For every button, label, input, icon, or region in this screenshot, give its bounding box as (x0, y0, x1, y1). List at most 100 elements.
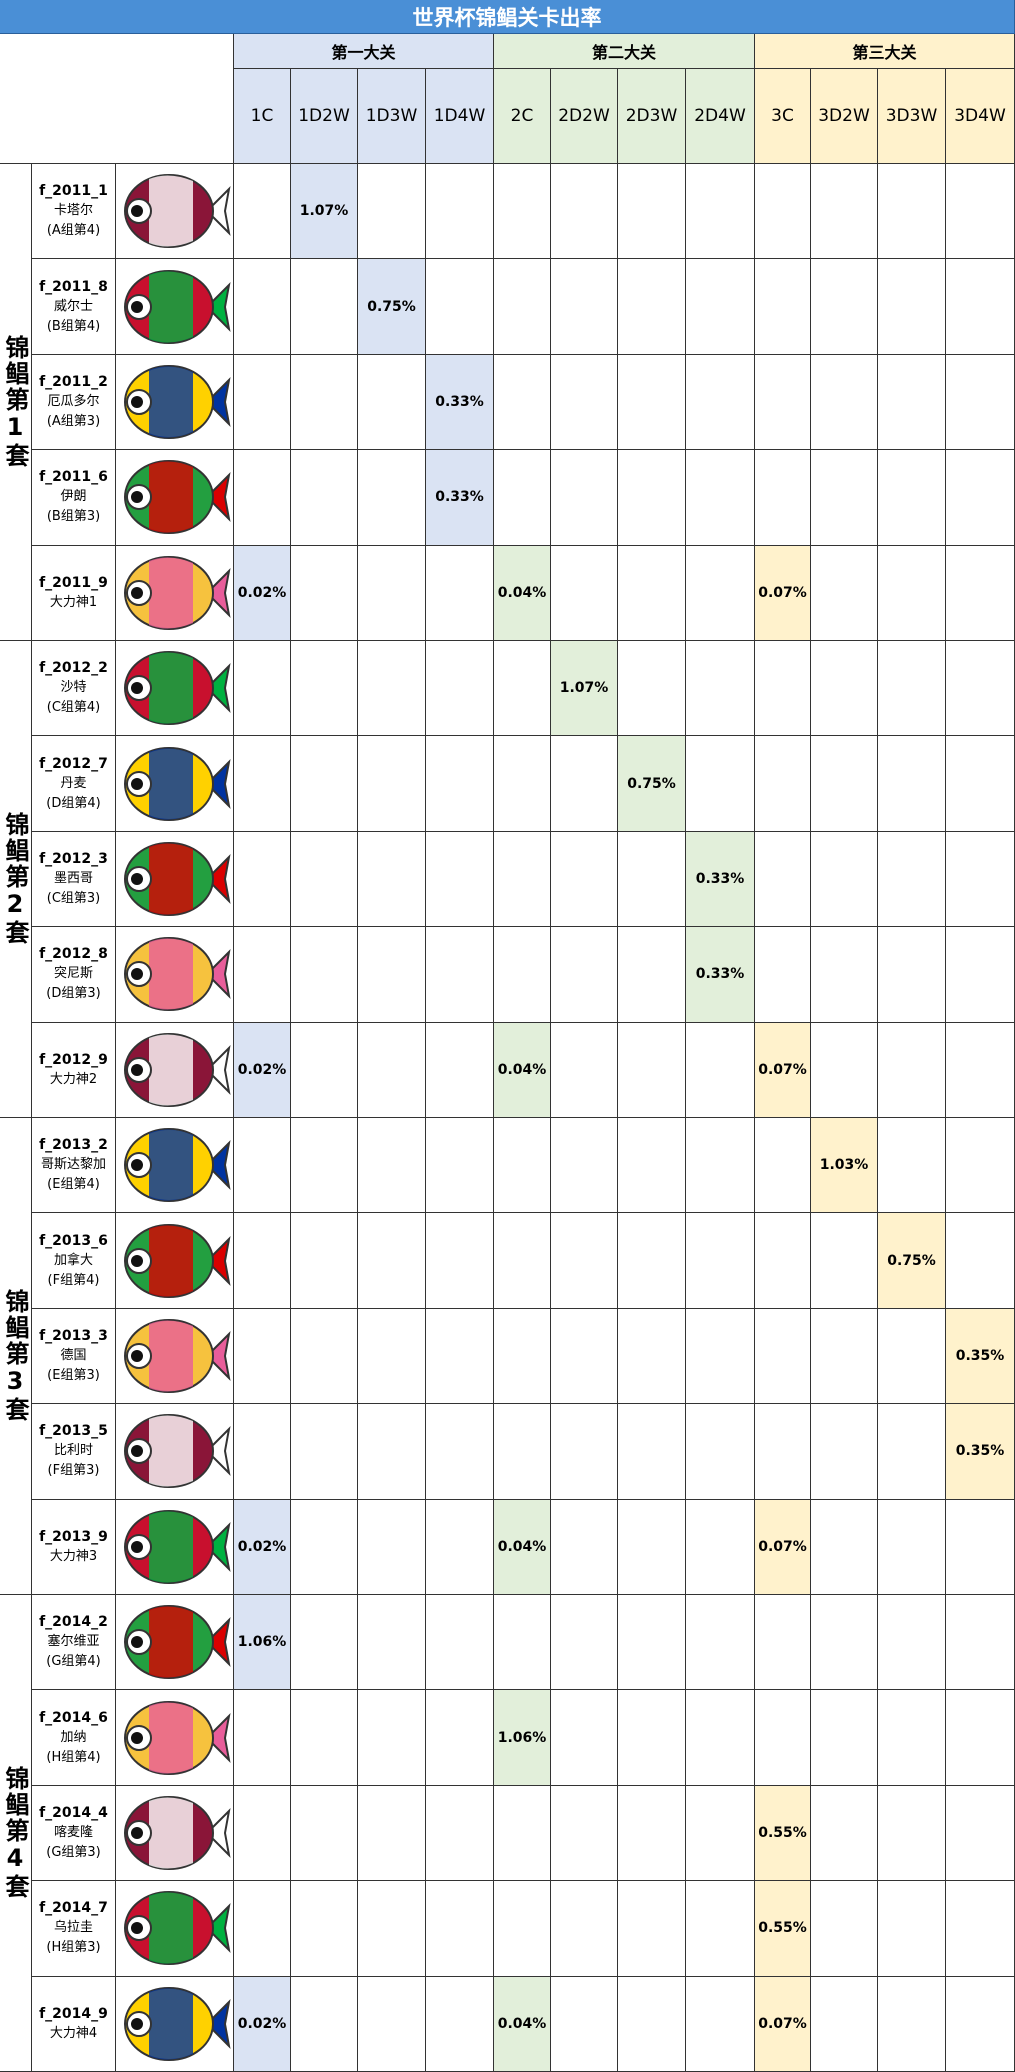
fish-id: f_2014_2 (39, 1614, 108, 1631)
empty-cell (811, 1690, 878, 1786)
empty-cell (358, 164, 426, 260)
empty-cell (878, 545, 946, 641)
empty-cell (878, 1785, 946, 1882)
empty-cell (358, 354, 426, 451)
empty-cell (494, 354, 551, 451)
empty-cell (618, 1118, 686, 1214)
empty-cell (494, 927, 551, 1023)
empty-cell (946, 1595, 1015, 1691)
empty-cell (234, 354, 291, 451)
empty-cell (291, 927, 358, 1023)
group-header: 第一大关 (234, 34, 494, 69)
empty-cell (878, 259, 946, 355)
empty-cell (426, 1118, 494, 1214)
empty-cell (946, 1213, 1015, 1309)
empty-cell (878, 450, 946, 546)
empty-cell (551, 1881, 618, 1977)
fish-info: f_2014_4 喀麦隆 (G组第3) (32, 1785, 116, 1882)
empty-cell (946, 1690, 1015, 1786)
empty-cell (755, 831, 811, 928)
empty-cell (291, 1118, 358, 1214)
empty-cell (755, 1404, 811, 1500)
rate-cell: 1.07% (291, 164, 358, 260)
fish-name: 大力神4 (49, 2025, 98, 2041)
empty-cell (234, 1404, 291, 1500)
empty-cell (878, 1690, 946, 1786)
fish-id: f_2012_3 (39, 850, 108, 867)
empty-cell (618, 164, 686, 260)
fish-image (123, 651, 231, 726)
empty-cell (551, 259, 618, 355)
empty-cell (426, 1308, 494, 1405)
empty-cell (551, 450, 618, 546)
rate-cell: 0.07% (755, 1022, 811, 1118)
empty-cell (234, 1308, 291, 1405)
empty-cell (618, 1881, 686, 1977)
empty-cell (686, 1022, 755, 1118)
empty-cell (291, 1690, 358, 1786)
fish-icon (116, 641, 234, 737)
fish-icon (116, 1690, 234, 1786)
empty-cell (426, 736, 494, 832)
empty-cell (618, 1022, 686, 1118)
fish-icon (116, 1499, 234, 1595)
fish-group: (D组第4) (46, 795, 101, 811)
empty-cell (618, 831, 686, 928)
empty-cell (426, 1022, 494, 1118)
empty-cell (426, 1690, 494, 1786)
empty-cell (494, 736, 551, 832)
fish-id: f_2012_8 (39, 946, 108, 963)
empty-cell (811, 1785, 878, 1882)
empty-cell (811, 1404, 878, 1500)
empty-cell (686, 1213, 755, 1309)
empty-cell (811, 1499, 878, 1595)
empty-cell (755, 259, 811, 355)
empty-cell (946, 641, 1015, 737)
fish-image (123, 269, 231, 344)
empty-cell (494, 641, 551, 737)
fish-image (123, 1795, 231, 1870)
empty-cell (811, 1976, 878, 2072)
fish-group: (H组第4) (46, 1749, 101, 1765)
empty-cell (358, 927, 426, 1023)
fish-image (123, 460, 231, 535)
set-label: 锦鲳第1套 (0, 164, 32, 641)
empty-cell (551, 831, 618, 928)
empty-cell (291, 831, 358, 928)
fish-image (123, 1605, 231, 1680)
fish-group: (C组第4) (46, 700, 101, 716)
empty-cell (234, 1690, 291, 1786)
fish-name: 大力神3 (49, 1548, 98, 1564)
fish-name: 丹麦 (60, 775, 87, 791)
column-header: 1D3W (358, 69, 426, 164)
fish-name: 沙特 (60, 680, 87, 696)
fish-icon (116, 1118, 234, 1214)
empty-cell (755, 354, 811, 451)
empty-cell (358, 450, 426, 546)
fish-image (123, 1414, 231, 1489)
empty-cell (551, 1118, 618, 1214)
empty-cell (358, 1976, 426, 2072)
fish-id: f_2011_8 (39, 278, 108, 295)
empty-cell (946, 736, 1015, 832)
empty-cell (878, 1118, 946, 1214)
title: 世界杯锦鲳关卡出率 (0, 0, 1015, 34)
fish-name: 加拿大 (53, 1252, 93, 1268)
empty-cell (551, 1690, 618, 1786)
empty-cell (946, 1118, 1015, 1214)
empty-cell (494, 1595, 551, 1691)
fish-image (123, 1986, 231, 2061)
empty-cell (946, 1499, 1015, 1595)
fish-icon (116, 1022, 234, 1118)
fish-icon (116, 736, 234, 832)
fish-group: (E组第3) (47, 1367, 100, 1383)
fish-info: f_2013_5 比利时 (F组第3) (32, 1404, 116, 1500)
empty-cell (291, 1022, 358, 1118)
empty-cell (358, 1308, 426, 1405)
column-header: 1D2W (291, 69, 358, 164)
rate-cell: 0.04% (494, 545, 551, 641)
rate-cell: 0.02% (234, 545, 291, 641)
empty-cell (426, 1785, 494, 1882)
fish-id: f_2014_4 (39, 1804, 108, 1821)
fish-icon (116, 259, 234, 355)
